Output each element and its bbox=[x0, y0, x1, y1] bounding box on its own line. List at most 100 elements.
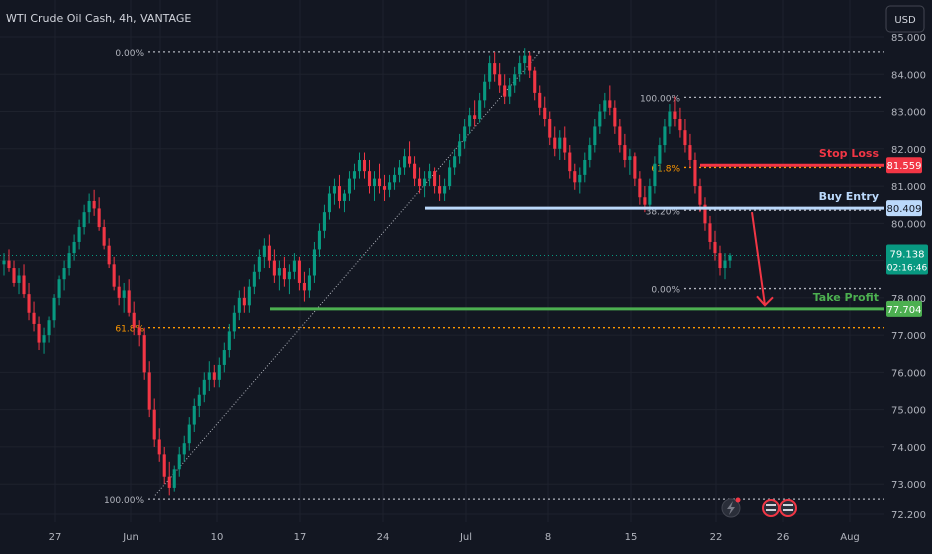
candle bbox=[42, 327, 46, 354]
candle-body bbox=[37, 323, 41, 343]
candle-body bbox=[543, 107, 547, 119]
time-tick-label: 24 bbox=[377, 532, 390, 543]
candle bbox=[638, 171, 642, 205]
candle bbox=[267, 234, 271, 269]
candle-body bbox=[568, 152, 572, 172]
bolt-glyph bbox=[727, 501, 735, 515]
candle-body bbox=[523, 55, 527, 64]
candle-body bbox=[357, 159, 362, 172]
candle bbox=[132, 301, 136, 336]
candle bbox=[663, 118, 667, 153]
candle-body bbox=[453, 156, 457, 168]
candle-body bbox=[202, 379, 206, 395]
candle bbox=[528, 51, 532, 78]
candle-body bbox=[402, 156, 407, 168]
candle bbox=[77, 219, 81, 250]
candle-body bbox=[583, 159, 587, 175]
candle bbox=[503, 74, 507, 105]
candle-body bbox=[192, 405, 196, 425]
us-flag-icon-1[interactable] bbox=[762, 499, 780, 517]
level-name: Take Profit bbox=[813, 291, 879, 304]
candle-body bbox=[603, 100, 607, 112]
candle-body bbox=[548, 118, 552, 138]
candle-body bbox=[22, 275, 26, 295]
candle bbox=[162, 446, 166, 485]
candle-body bbox=[598, 111, 602, 127]
flag-stripe bbox=[783, 509, 793, 511]
candle bbox=[698, 178, 702, 213]
price-labels: 81.559 80.409 77.704 79.138 02:16:46 bbox=[886, 157, 928, 317]
candle bbox=[347, 171, 352, 201]
fib-level-label: 100.00% bbox=[104, 496, 144, 506]
candle-body bbox=[107, 245, 111, 265]
candle-body bbox=[42, 335, 46, 343]
candle bbox=[182, 435, 186, 462]
flag-stripe bbox=[766, 509, 776, 511]
candle bbox=[67, 245, 71, 276]
flag-stripe bbox=[783, 504, 793, 506]
candle bbox=[37, 316, 41, 351]
projection-arrow-shaft bbox=[751, 212, 766, 306]
candle bbox=[543, 96, 547, 127]
candle-body bbox=[723, 260, 727, 269]
candle bbox=[47, 316, 51, 343]
candle-body bbox=[593, 126, 597, 146]
candle-body bbox=[82, 212, 86, 228]
level-price-value: 80.409 bbox=[887, 204, 922, 215]
flag-stripe bbox=[766, 504, 776, 506]
price-tick-label: 72.200 bbox=[891, 510, 926, 521]
candle bbox=[377, 163, 382, 194]
candle-body bbox=[387, 182, 392, 190]
candle bbox=[72, 234, 76, 261]
time-tick-label: 10 bbox=[211, 532, 224, 543]
us-flag-icon-2[interactable] bbox=[779, 499, 797, 517]
candle-body bbox=[172, 469, 176, 488]
candle bbox=[478, 92, 482, 123]
candle bbox=[693, 152, 697, 194]
candle bbox=[498, 63, 502, 93]
candle-body bbox=[503, 85, 507, 97]
time-tick-label: 27 bbox=[49, 532, 62, 543]
candle bbox=[488, 55, 492, 90]
candle-body bbox=[448, 167, 452, 187]
candle-body bbox=[613, 107, 617, 127]
candle bbox=[2, 253, 6, 276]
candle bbox=[588, 137, 592, 168]
price-tick-label: 78.000 bbox=[891, 294, 926, 305]
candle bbox=[172, 465, 176, 492]
candle-body bbox=[538, 92, 542, 108]
fib-lines: 0.00% 61.8% 100.00% 100.00% 61.8% 38.20% 0.00% bbox=[0, 49, 884, 506]
candle bbox=[598, 104, 602, 134]
candle-body bbox=[157, 439, 161, 455]
candle-body bbox=[207, 372, 211, 380]
candle bbox=[262, 238, 266, 269]
candle bbox=[387, 174, 392, 198]
candle bbox=[292, 253, 296, 280]
price-tick-label: 84.000 bbox=[891, 70, 926, 81]
candle bbox=[227, 323, 231, 358]
currency-button[interactable]: USD bbox=[885, 5, 925, 33]
time-tick-label: 15 bbox=[625, 532, 638, 543]
candle bbox=[603, 92, 607, 119]
level-price-tag bbox=[886, 300, 922, 317]
candle bbox=[703, 197, 707, 231]
candle bbox=[147, 361, 151, 418]
candle-body bbox=[428, 171, 432, 179]
candle-body bbox=[618, 126, 622, 146]
candle bbox=[438, 174, 442, 201]
candle-body bbox=[443, 186, 447, 194]
candle-body bbox=[673, 111, 677, 119]
time-tick-label: Jul bbox=[459, 532, 472, 543]
candle-body bbox=[32, 312, 36, 324]
candle-body bbox=[122, 290, 126, 298]
price-tick-label: 74.000 bbox=[891, 443, 926, 454]
candle-body bbox=[423, 178, 427, 187]
candle-body bbox=[513, 74, 517, 86]
candle bbox=[613, 100, 617, 134]
candle-body bbox=[347, 178, 352, 194]
candle bbox=[728, 253, 732, 269]
candle bbox=[392, 167, 397, 190]
price-tick-label: 85.000 bbox=[891, 33, 926, 44]
